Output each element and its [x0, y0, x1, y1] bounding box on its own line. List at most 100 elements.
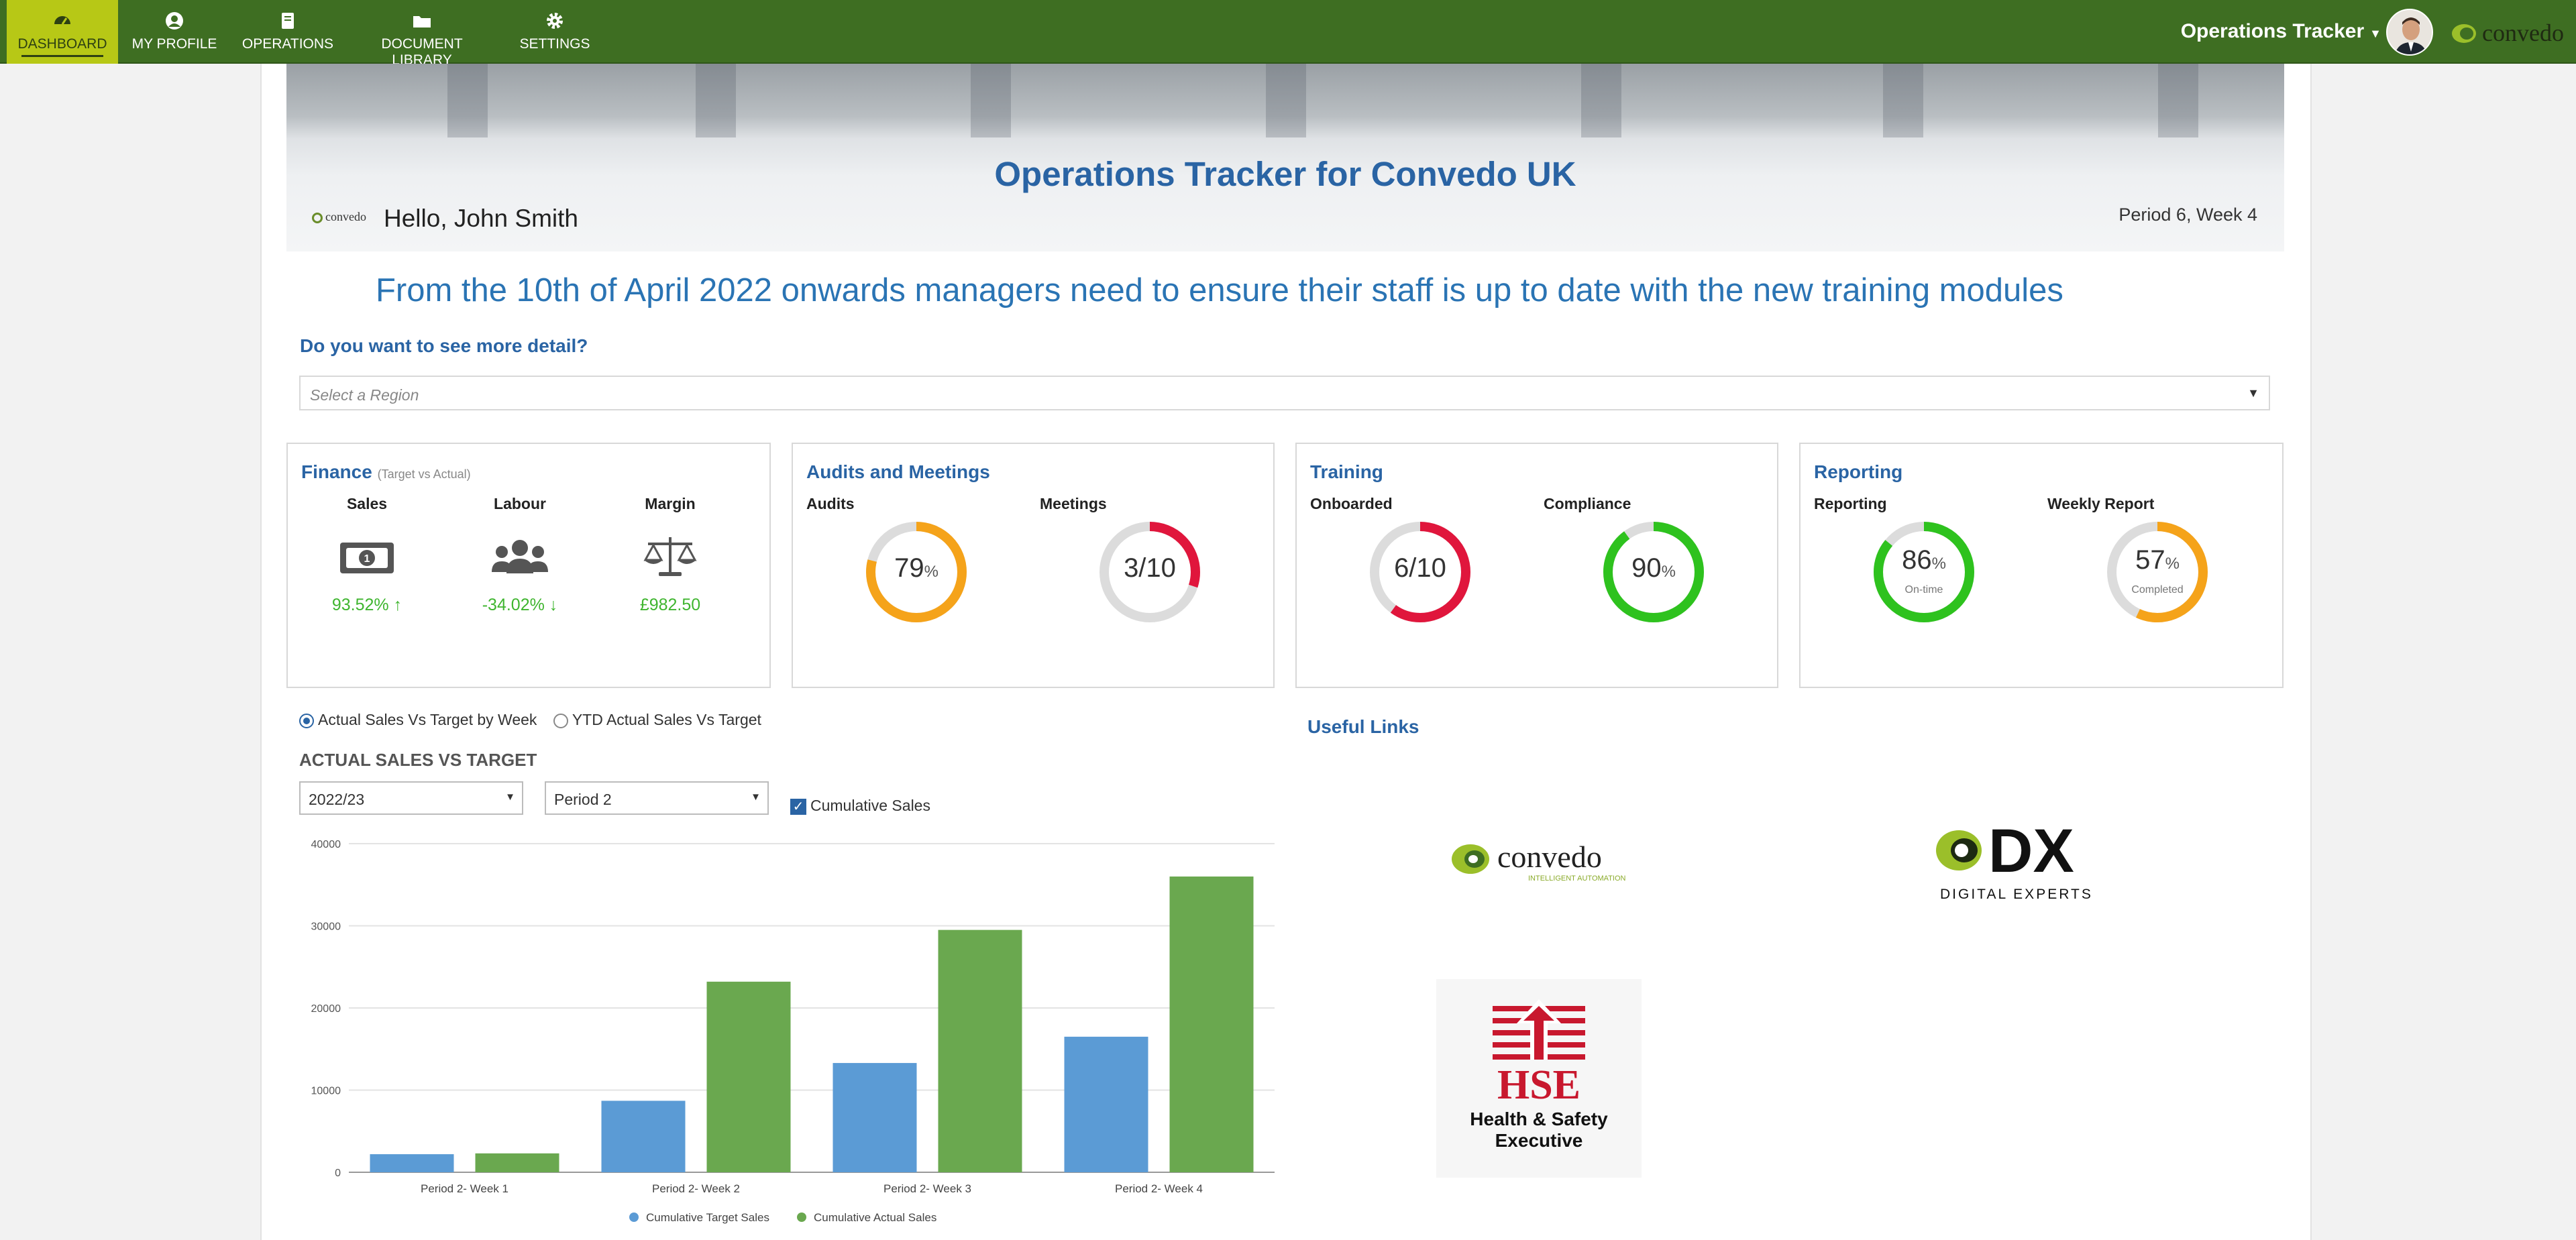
reporting-donut: 86% On-time — [1870, 518, 1978, 626]
compliance-donut: 90% — [1600, 518, 1707, 626]
actual-vs-target-chart: 0 10000 20000 30000 40000 Period 2- Week 1 Per… — [311, 839, 1275, 1224]
scale-icon — [643, 537, 697, 576]
x-tick-label: Period 2- Week 1 — [421, 1182, 508, 1195]
compliance-label: Compliance — [1544, 495, 1631, 512]
meetings-donut: 3/10 — [1096, 518, 1203, 626]
finance-subtitle: (Target vs Actual) — [377, 467, 471, 481]
y-tick-label: 40000 — [311, 839, 341, 850]
donut-progress-arc — [1603, 522, 1704, 622]
audits-meetings-card: Audits and Meetings Audits Meetings 79% … — [792, 443, 1275, 688]
nav-document-library-label: DOCUMENT LIBRARY — [381, 36, 463, 68]
donut-value: 6/10 — [1394, 553, 1446, 583]
nav-dashboard[interactable]: DASHBOARD — [7, 0, 118, 64]
finance-card-title: Finance (Target vs Actual) — [301, 461, 471, 483]
convedo-logo-name: convedo — [1497, 840, 1602, 874]
x-tick-label: Period 2- Week 4 — [1115, 1182, 1203, 1195]
banner-photo-detail — [1266, 64, 1306, 137]
caret-down-icon: ▼ — [2369, 27, 2381, 40]
nav-document-library[interactable]: DOCUMENT LIBRARY — [350, 0, 494, 68]
bar-actual — [475, 1153, 559, 1172]
period-select-value: Period 2 — [554, 791, 612, 808]
reporting-card-title: Reporting — [1814, 461, 1903, 482]
dx-link[interactable]: DX DIGITAL EXPERTS — [1932, 817, 2106, 905]
nav-my-profile-label: MY PROFILE — [131, 36, 217, 52]
period-select[interactable]: Period 2 ▼ — [545, 781, 769, 815]
radio-ytd[interactable]: YTD Actual Sales Vs Target — [553, 711, 761, 728]
donut-unit: % — [2165, 555, 2180, 573]
training-card-title: Training — [1310, 461, 1383, 482]
announcement-text: From the 10th of April 2022 onwards mana… — [376, 272, 2063, 308]
onboarded-donut: 6/10 — [1366, 518, 1474, 626]
hse-logo-line1: Health & Safety — [1470, 1109, 1608, 1129]
hse-logo: HSE Health & Safety Executive — [1470, 999, 1608, 1151]
caret-down-icon: ▼ — [751, 791, 761, 803]
donut-progress-arc — [1370, 522, 1470, 622]
donut-progress-arc — [1874, 522, 1974, 622]
audits-donut: 79% — [863, 518, 970, 626]
legend-marker — [797, 1213, 806, 1222]
useful-links-title: Useful Links — [1307, 716, 1419, 737]
app-menu-dropdown[interactable]: Operations Tracker ▼ — [2181, 20, 2381, 43]
chart-heading: ACTUAL SALES VS TARGET — [299, 750, 537, 770]
y-tick-label: 20000 — [311, 1003, 341, 1015]
x-tick-label: Period 2- Week 2 — [652, 1182, 740, 1195]
sales-value: 93.52% ↑ — [331, 596, 402, 614]
nav-operations[interactable]: OPERATIONS — [238, 0, 337, 64]
page-title: Operations Tracker for Convedo UK — [994, 155, 1576, 193]
legend-marker — [629, 1213, 639, 1222]
cumulative-sales-label: Cumulative Sales — [810, 797, 930, 814]
sales-label: Sales — [346, 495, 388, 512]
nav-operations-label: OPERATIONS — [241, 36, 334, 52]
app-menu-label: Operations Tracker — [2180, 20, 2365, 42]
nav-settings[interactable]: SETTINGS — [515, 0, 594, 64]
donut-value: 3/10 — [1124, 553, 1176, 583]
donut-caption: Completed — [2131, 584, 2184, 596]
banner-photo-detail — [1883, 64, 1923, 137]
money-icon: 1 — [340, 543, 394, 573]
checkbox-checked-icon: ✓ — [790, 798, 806, 815]
banner-photo-detail — [1581, 64, 1621, 137]
right-gutter — [2310, 64, 2576, 1240]
dx-logo: DX DIGITAL EXPERTS — [1936, 817, 2091, 902]
labour-label: Labour — [494, 495, 546, 512]
convedo-leaf-icon — [2452, 24, 2476, 43]
nav-dashboard-label: DASHBOARD — [17, 36, 107, 52]
finance-sales: Sales 1 93.52% ↑ — [320, 495, 414, 615]
region-select[interactable]: Select a Region ▼ — [299, 376, 2270, 410]
convedo-link[interactable]: convedo INTELLIGENT AUTOMATION — [1449, 835, 1630, 889]
banner-photo-detail — [971, 64, 1011, 137]
user-icon — [166, 12, 183, 30]
meetings-label: Meetings — [1040, 495, 1107, 512]
x-tick-label: Period 2- Week 3 — [883, 1182, 971, 1195]
bar-target — [833, 1063, 917, 1172]
audits-card-title: Audits and Meetings — [806, 461, 990, 482]
donut-caption: On-time — [1904, 584, 1943, 596]
donut-ring — [866, 522, 967, 622]
labour-value: -34.02% ↓ — [482, 596, 558, 614]
caret-down-icon: ▼ — [505, 791, 515, 803]
donut-progress-arc — [2107, 522, 2208, 622]
weekly-report-label: Weekly Report — [2047, 495, 2155, 512]
finance-card: Finance (Target vs Actual) Sales 1 93.52… — [286, 443, 771, 688]
convedo-brand-logo — [2447, 19, 2568, 48]
nav-my-profile[interactable]: MY PROFILE — [127, 0, 221, 64]
avatar[interactable] — [2386, 9, 2433, 56]
radio-selected-icon — [299, 713, 314, 728]
bar-actual — [1169, 877, 1254, 1172]
convedo-logo: convedo INTELLIGENT AUTOMATION — [1452, 840, 1626, 883]
convedo-leaf-icon — [312, 212, 323, 223]
detail-question: Do you want to see more detail? — [300, 335, 588, 356]
hse-link[interactable]: HSE Health & Safety Executive — [1436, 979, 1642, 1178]
donut-value: 57% — [2135, 545, 2180, 575]
legend-label: Cumulative Actual Sales — [814, 1211, 936, 1224]
year-select[interactable]: 2022/23 ▼ — [299, 781, 523, 815]
cumulative-sales-checkbox[interactable]: ✓ Cumulative Sales — [790, 797, 930, 815]
svg-text:1: 1 — [364, 553, 370, 565]
book-icon — [282, 13, 294, 29]
radio-actual-by-week[interactable]: Actual Sales Vs Target by Week — [299, 711, 537, 728]
radio-actual-by-week-label: Actual Sales Vs Target by Week — [318, 711, 537, 728]
y-tick-label: 0 — [335, 1168, 341, 1179]
radio-ytd-label: YTD Actual Sales Vs Target — [572, 711, 761, 728]
period-indicator: Period 6, Week 4 — [2118, 205, 2257, 225]
donut-unit: % — [924, 563, 938, 581]
